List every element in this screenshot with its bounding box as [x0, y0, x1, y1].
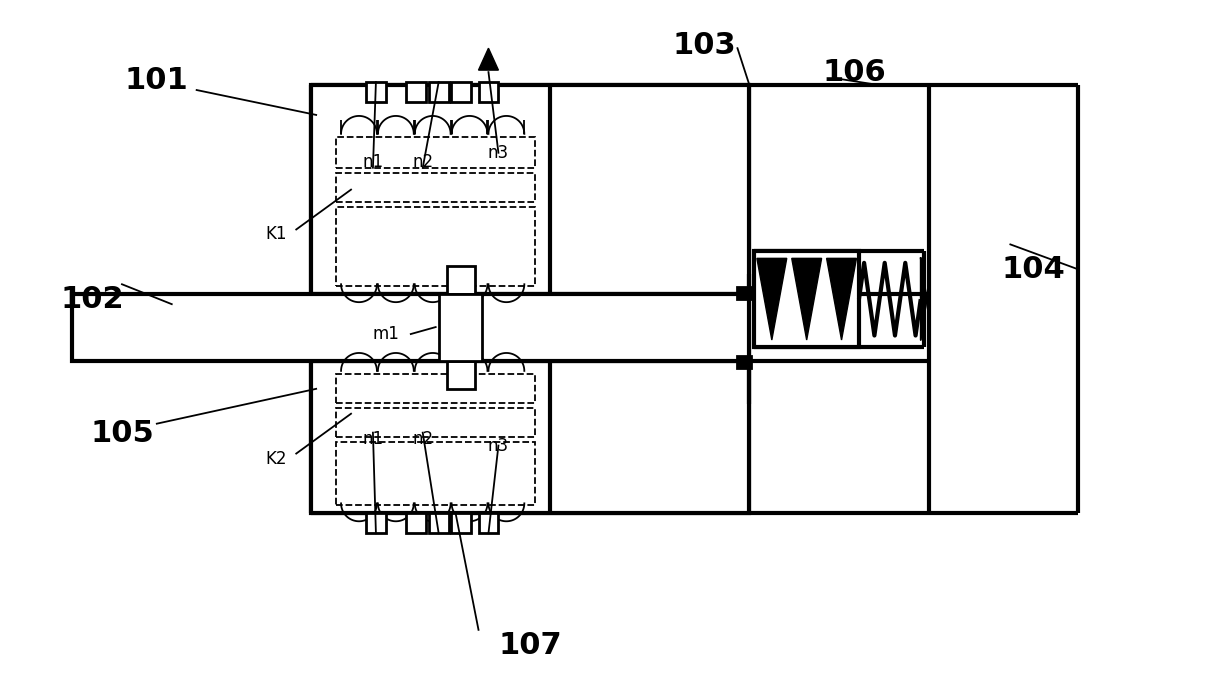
Bar	[366, 82, 386, 102]
Text: 107: 107	[498, 631, 562, 660]
Bar	[336, 137, 535, 167]
Bar	[450, 513, 471, 533]
Text: 102: 102	[60, 285, 124, 313]
Bar	[406, 82, 426, 102]
Text: n1: n1	[362, 153, 384, 171]
Bar	[447, 361, 474, 389]
Polygon shape	[792, 258, 822, 340]
Text: n2: n2	[412, 153, 433, 171]
Bar	[754, 251, 859, 347]
Bar	[336, 173, 535, 202]
Bar	[478, 513, 498, 533]
Bar	[406, 513, 426, 533]
Bar	[737, 287, 752, 299]
Polygon shape	[827, 258, 857, 340]
Text: n3: n3	[488, 144, 509, 162]
Bar	[311, 85, 750, 294]
Bar	[336, 408, 535, 437]
Text: 105: 105	[91, 419, 153, 448]
Text: n3: n3	[488, 437, 509, 455]
Bar	[366, 513, 386, 533]
Bar	[478, 82, 498, 102]
Bar	[438, 294, 483, 361]
Text: 106: 106	[822, 58, 886, 87]
Text: K2: K2	[266, 449, 287, 468]
Bar	[336, 374, 535, 403]
Text: m1: m1	[373, 325, 400, 343]
Bar	[336, 442, 535, 505]
Text: K1: K1	[266, 225, 287, 243]
Text: n2: n2	[412, 430, 433, 448]
Polygon shape	[757, 258, 787, 340]
Polygon shape	[921, 258, 927, 340]
Text: 103: 103	[672, 31, 736, 60]
Text: n1: n1	[362, 430, 384, 448]
Polygon shape	[478, 48, 498, 70]
Bar	[428, 82, 449, 102]
Bar	[428, 513, 449, 533]
Text: 104: 104	[1002, 255, 1065, 284]
Bar	[72, 294, 750, 361]
Bar	[737, 356, 752, 368]
Bar	[311, 361, 750, 513]
Text: 101: 101	[126, 65, 188, 94]
Bar	[336, 207, 535, 286]
Bar	[450, 82, 471, 102]
Bar	[447, 267, 474, 294]
